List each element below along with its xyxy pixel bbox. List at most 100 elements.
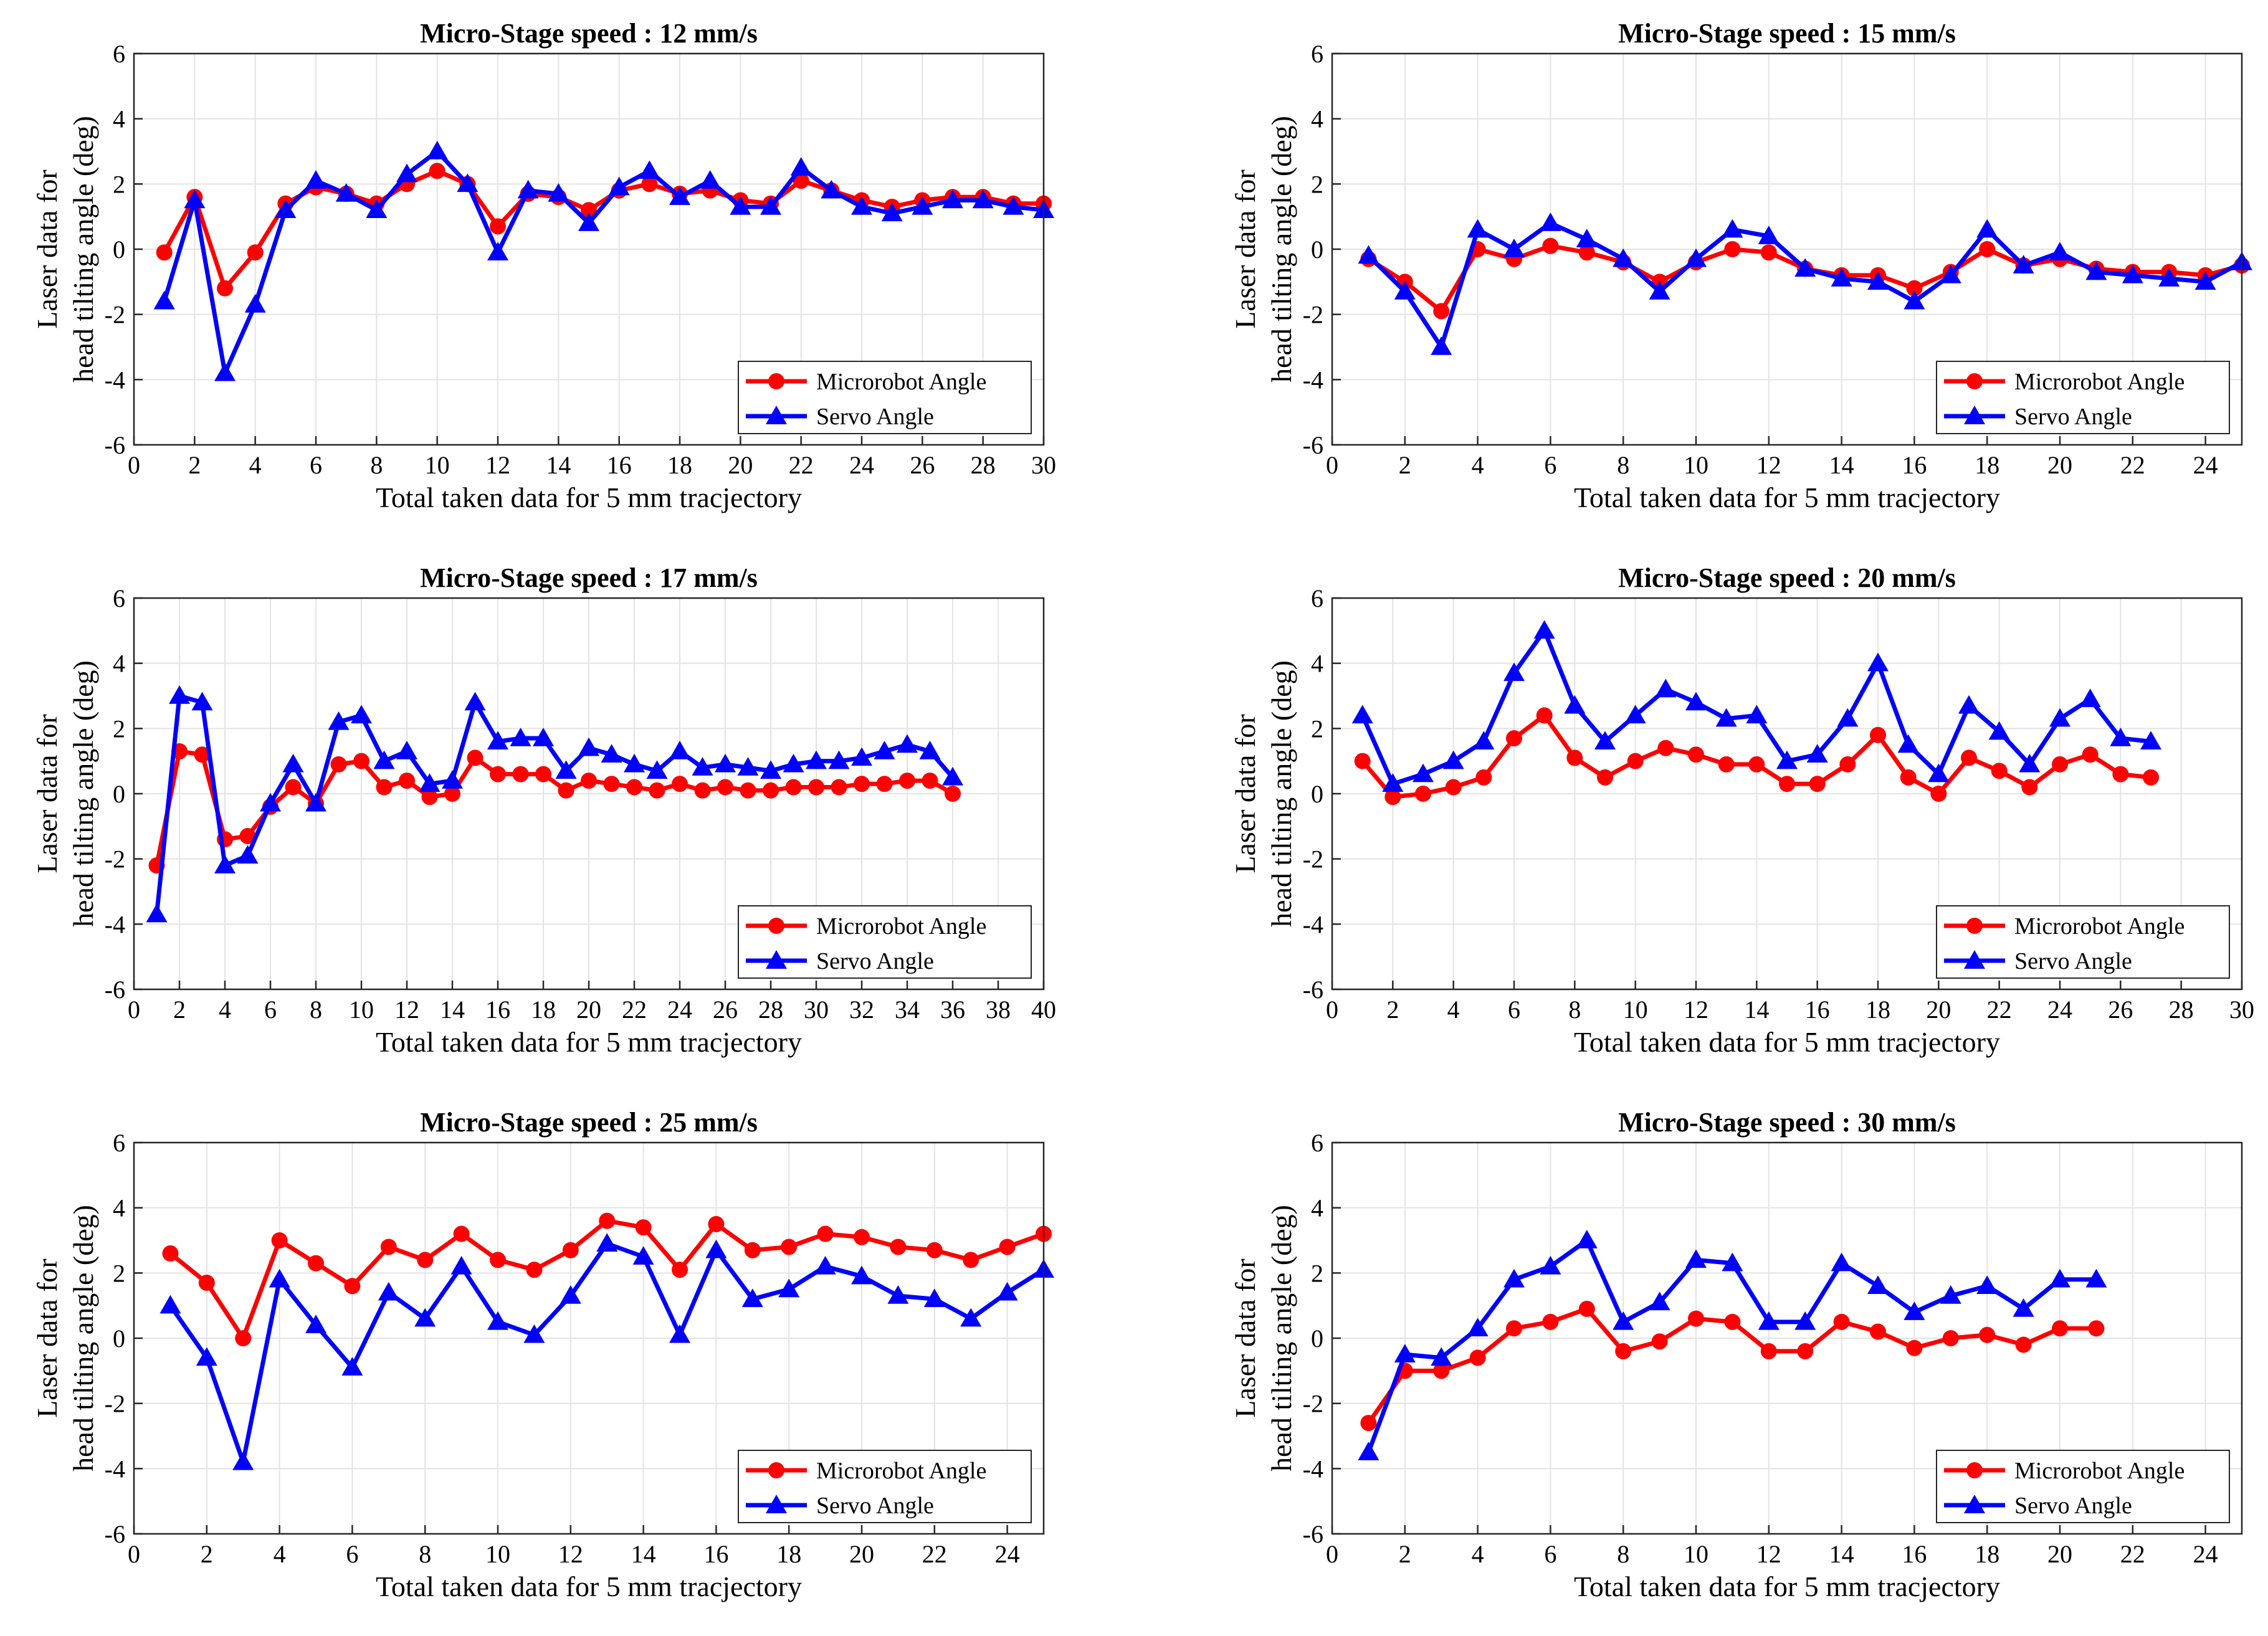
y-axis-label: Laser data for head tilting angle (deg) bbox=[31, 116, 99, 383]
x-tick-label: 0 bbox=[1326, 1540, 1338, 1568]
servo-angle-point bbox=[741, 1288, 763, 1307]
microrobot-angle-point bbox=[247, 244, 264, 261]
legend-label: Servo Angle bbox=[2014, 1493, 2132, 1519]
legend-label: Microrobot Angle bbox=[816, 1458, 986, 1484]
y-tick-label: -2 bbox=[1303, 301, 1323, 329]
microrobot-angle-point bbox=[1906, 280, 1923, 297]
servo-angle-point bbox=[596, 1233, 618, 1252]
servo-angle-point bbox=[260, 792, 281, 812]
microrobot-angle-point bbox=[717, 779, 733, 796]
microrobot-angle-point bbox=[831, 779, 847, 796]
microrobot-angle-point bbox=[763, 782, 779, 799]
microrobot-angle-point bbox=[217, 280, 233, 297]
x-axis-label: Total taken data for 5 mm tracjectory bbox=[1574, 482, 2000, 513]
microrobot-angle-point bbox=[1469, 1349, 1486, 1366]
servo-angle-point bbox=[1758, 1311, 1780, 1330]
servo-angle-point bbox=[1685, 692, 1707, 711]
servo-angle-point bbox=[778, 1278, 800, 1298]
y-axis-label-line: head tilting angle (deg) bbox=[67, 660, 99, 927]
microrobot-angle-point bbox=[2082, 746, 2099, 763]
x-tick-label: 12 bbox=[1756, 1540, 1781, 1568]
servo-angle-point bbox=[1722, 1252, 1743, 1272]
microrobot-angle-point bbox=[1961, 749, 1977, 766]
x-tick-label: 6 bbox=[1544, 1540, 1556, 1568]
chart-title: Micro-Stage speed : 15 mm/s bbox=[1618, 18, 1956, 49]
microrobot-angle-point bbox=[649, 782, 665, 799]
servo-angle-point bbox=[2140, 731, 2161, 750]
y-tick-label: -6 bbox=[105, 976, 125, 1004]
microrobot-angle-point bbox=[1870, 1323, 1886, 1340]
servo-angle-point bbox=[1624, 705, 1646, 724]
microrobot-angle-point bbox=[490, 1252, 506, 1268]
servo-angle-point bbox=[450, 1255, 472, 1275]
servo-angle-point bbox=[305, 1315, 326, 1333]
y-tick-label: 2 bbox=[113, 170, 125, 198]
servo-angle-point bbox=[1722, 219, 1743, 238]
x-tick-label: 24 bbox=[667, 996, 692, 1024]
servo-angle-point bbox=[1928, 763, 1950, 782]
microrobot-angle-point bbox=[376, 779, 393, 796]
x-tick-label: 8 bbox=[1568, 996, 1581, 1024]
microrobot-angle-point bbox=[162, 1245, 179, 1262]
y-tick-label: 0 bbox=[113, 1324, 125, 1353]
servo-angle-point bbox=[1758, 226, 1780, 244]
y-tick-label: 4 bbox=[113, 650, 125, 678]
microrobot-angle-point bbox=[1615, 1343, 1632, 1359]
x-axis-label: Total taken data for 5 mm tracjectory bbox=[1574, 1026, 2000, 1058]
y-tick-label: -4 bbox=[105, 366, 125, 394]
x-axis-label: Total taken data for 5 mm tracjectory bbox=[376, 1571, 802, 1602]
microrobot-angle-point bbox=[808, 779, 824, 796]
microrobot-angle-point bbox=[1833, 1313, 1850, 1330]
y-tick-label: 2 bbox=[1311, 715, 1323, 743]
microrobot-angle-point bbox=[744, 1242, 761, 1258]
x-tick-label: 14 bbox=[1829, 451, 1854, 479]
x-tick-label: 16 bbox=[1805, 996, 1830, 1024]
microrobot-angle-point bbox=[198, 1275, 215, 1291]
microrobot-angle-point bbox=[429, 163, 446, 179]
x-tick-label: 6 bbox=[1544, 451, 1556, 479]
servo-angle-point bbox=[2013, 1298, 2034, 1317]
y-axis-label: Laser data for head tilting angle (deg) bbox=[31, 1205, 99, 1472]
x-tick-label: 24 bbox=[2193, 1540, 2218, 1568]
x-tick-label: 36 bbox=[940, 996, 965, 1024]
servo-angle-point bbox=[1564, 695, 1586, 714]
servo-angle-point bbox=[881, 202, 903, 222]
x-tick-label: 18 bbox=[1975, 451, 1999, 479]
servo-angle-point bbox=[1715, 708, 1737, 727]
chart-panel-2: 0 2 4 6 8 10 12 14 16 18 20 22 24-6-4-20246Micro-Sta… bbox=[1229, 18, 2252, 513]
microrobot-angle-point bbox=[1506, 730, 1522, 747]
servo-angle-point bbox=[669, 186, 690, 206]
chart-title: Micro-Stage speed : 30 mm/s bbox=[1618, 1107, 1956, 1138]
servo-angle-point bbox=[1831, 1252, 1852, 1272]
microrobot-angle-point bbox=[1578, 1300, 1595, 1317]
servo-angle-point bbox=[669, 740, 690, 759]
servo-angle-point bbox=[806, 750, 827, 769]
y-tick-label: 4 bbox=[113, 105, 125, 133]
y-tick-label: -2 bbox=[105, 1390, 125, 1418]
servo-angle-point bbox=[760, 196, 781, 215]
y-axis-label-line: head tilting angle (deg) bbox=[67, 1205, 99, 1472]
servo-angle-point bbox=[1940, 264, 1961, 283]
servo-angle-point bbox=[1351, 705, 1373, 724]
x-tick-label: 8 bbox=[1617, 451, 1629, 479]
y-axis-label-line: Laser data for bbox=[1229, 169, 1261, 328]
servo-angle-point bbox=[523, 1324, 545, 1343]
microrobot-angle-point bbox=[1779, 776, 1795, 792]
chart-panel-3: 0 2 4 6 8 10 12 14 16 18 20 22 24 26 28 30 32 34 36 38 40-6-… bbox=[31, 563, 1056, 1058]
servo-angle-point bbox=[887, 1285, 909, 1304]
servo-angle-point bbox=[1958, 695, 1980, 714]
servo-angle-point bbox=[1655, 678, 1677, 698]
legend-box bbox=[1936, 361, 2230, 434]
servo-angle-point bbox=[1503, 239, 1525, 257]
servo-angle-point bbox=[1503, 1268, 1525, 1288]
x-tick-label: 14 bbox=[1829, 1540, 1854, 1568]
x-tick-label: 10 bbox=[425, 451, 450, 479]
x-tick-label: 4 bbox=[274, 1540, 286, 1568]
legend-label: Servo Angle bbox=[2014, 404, 2132, 430]
servo-angle-point bbox=[510, 728, 531, 746]
x-tick-label: 6 bbox=[1508, 996, 1520, 1024]
y-tick-label: 4 bbox=[113, 1194, 125, 1222]
y-tick-label: -2 bbox=[105, 845, 125, 873]
microrobot-angle-point bbox=[1354, 753, 1371, 769]
legend-marker-circle bbox=[1966, 1462, 1983, 1478]
